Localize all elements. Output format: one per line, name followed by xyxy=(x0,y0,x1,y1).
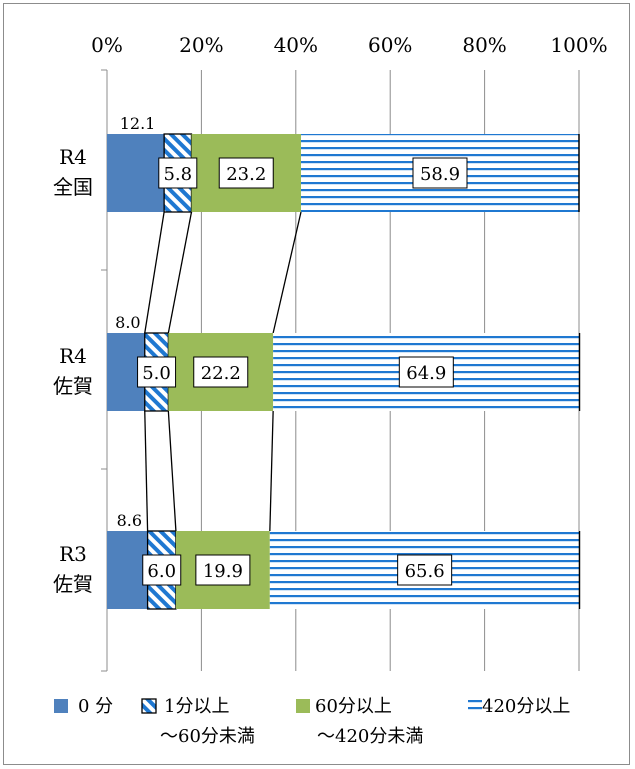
legend-label: 0 分 xyxy=(78,696,113,717)
legend-marker xyxy=(54,699,68,713)
data-label: 8.6 xyxy=(117,511,142,530)
data-label: 5.0 xyxy=(142,363,171,384)
legend-marker xyxy=(468,699,482,713)
data-label-box xyxy=(137,356,177,388)
legend-label: 1分以上 xyxy=(164,696,229,717)
data-label: 5.8 xyxy=(163,164,192,185)
data-label: 6.0 xyxy=(147,561,176,582)
data-label-box xyxy=(412,157,468,189)
x-tick-label: 0% xyxy=(91,33,123,57)
data-label: 58.9 xyxy=(420,164,460,185)
data-label-box xyxy=(218,157,274,189)
legend-label: 60分以上 xyxy=(315,696,392,717)
category-label: R4 xyxy=(59,344,87,368)
chart-frame xyxy=(3,3,630,765)
category-label: R3 xyxy=(59,542,87,566)
x-tick-label: 80% xyxy=(462,33,506,57)
category-label: 全国 xyxy=(53,175,93,199)
data-label-box xyxy=(142,554,182,586)
series-line xyxy=(272,211,302,334)
x-tick-label: 20% xyxy=(179,33,223,57)
legend-label-line2: ～420分未満 xyxy=(317,726,423,747)
series-line xyxy=(167,410,177,532)
data-label-box xyxy=(398,356,454,388)
x-tick-label: 40% xyxy=(274,33,318,57)
data-label: 22.2 xyxy=(201,363,241,384)
category-label: 佐賀 xyxy=(53,572,93,596)
data-label: 8.0 xyxy=(115,313,140,332)
data-label: 65.6 xyxy=(405,561,445,582)
x-tick-label: 60% xyxy=(368,33,412,57)
bar-segment xyxy=(107,531,148,609)
data-label-box xyxy=(193,356,249,388)
data-label: 23.2 xyxy=(226,164,266,185)
legend-label: 420分以上 xyxy=(482,696,570,717)
category-label: R4 xyxy=(59,145,87,169)
legend-marker xyxy=(141,698,157,714)
data-label-box xyxy=(158,157,198,189)
series-line xyxy=(167,211,193,334)
legend-marker xyxy=(296,699,310,713)
data-label: 19.9 xyxy=(203,561,243,582)
legend-label-line2: ～60分未満 xyxy=(160,726,255,747)
data-label-box xyxy=(195,554,251,586)
category-label: 佐賀 xyxy=(53,374,93,398)
series-line xyxy=(144,410,149,532)
data-label: 64.9 xyxy=(406,363,446,384)
data-label: 12.1 xyxy=(120,114,156,133)
series-line xyxy=(269,410,274,532)
series-line xyxy=(144,211,165,334)
bar-segment xyxy=(107,134,165,212)
data-label-box xyxy=(397,554,453,586)
x-tick-label: 100% xyxy=(550,33,607,57)
